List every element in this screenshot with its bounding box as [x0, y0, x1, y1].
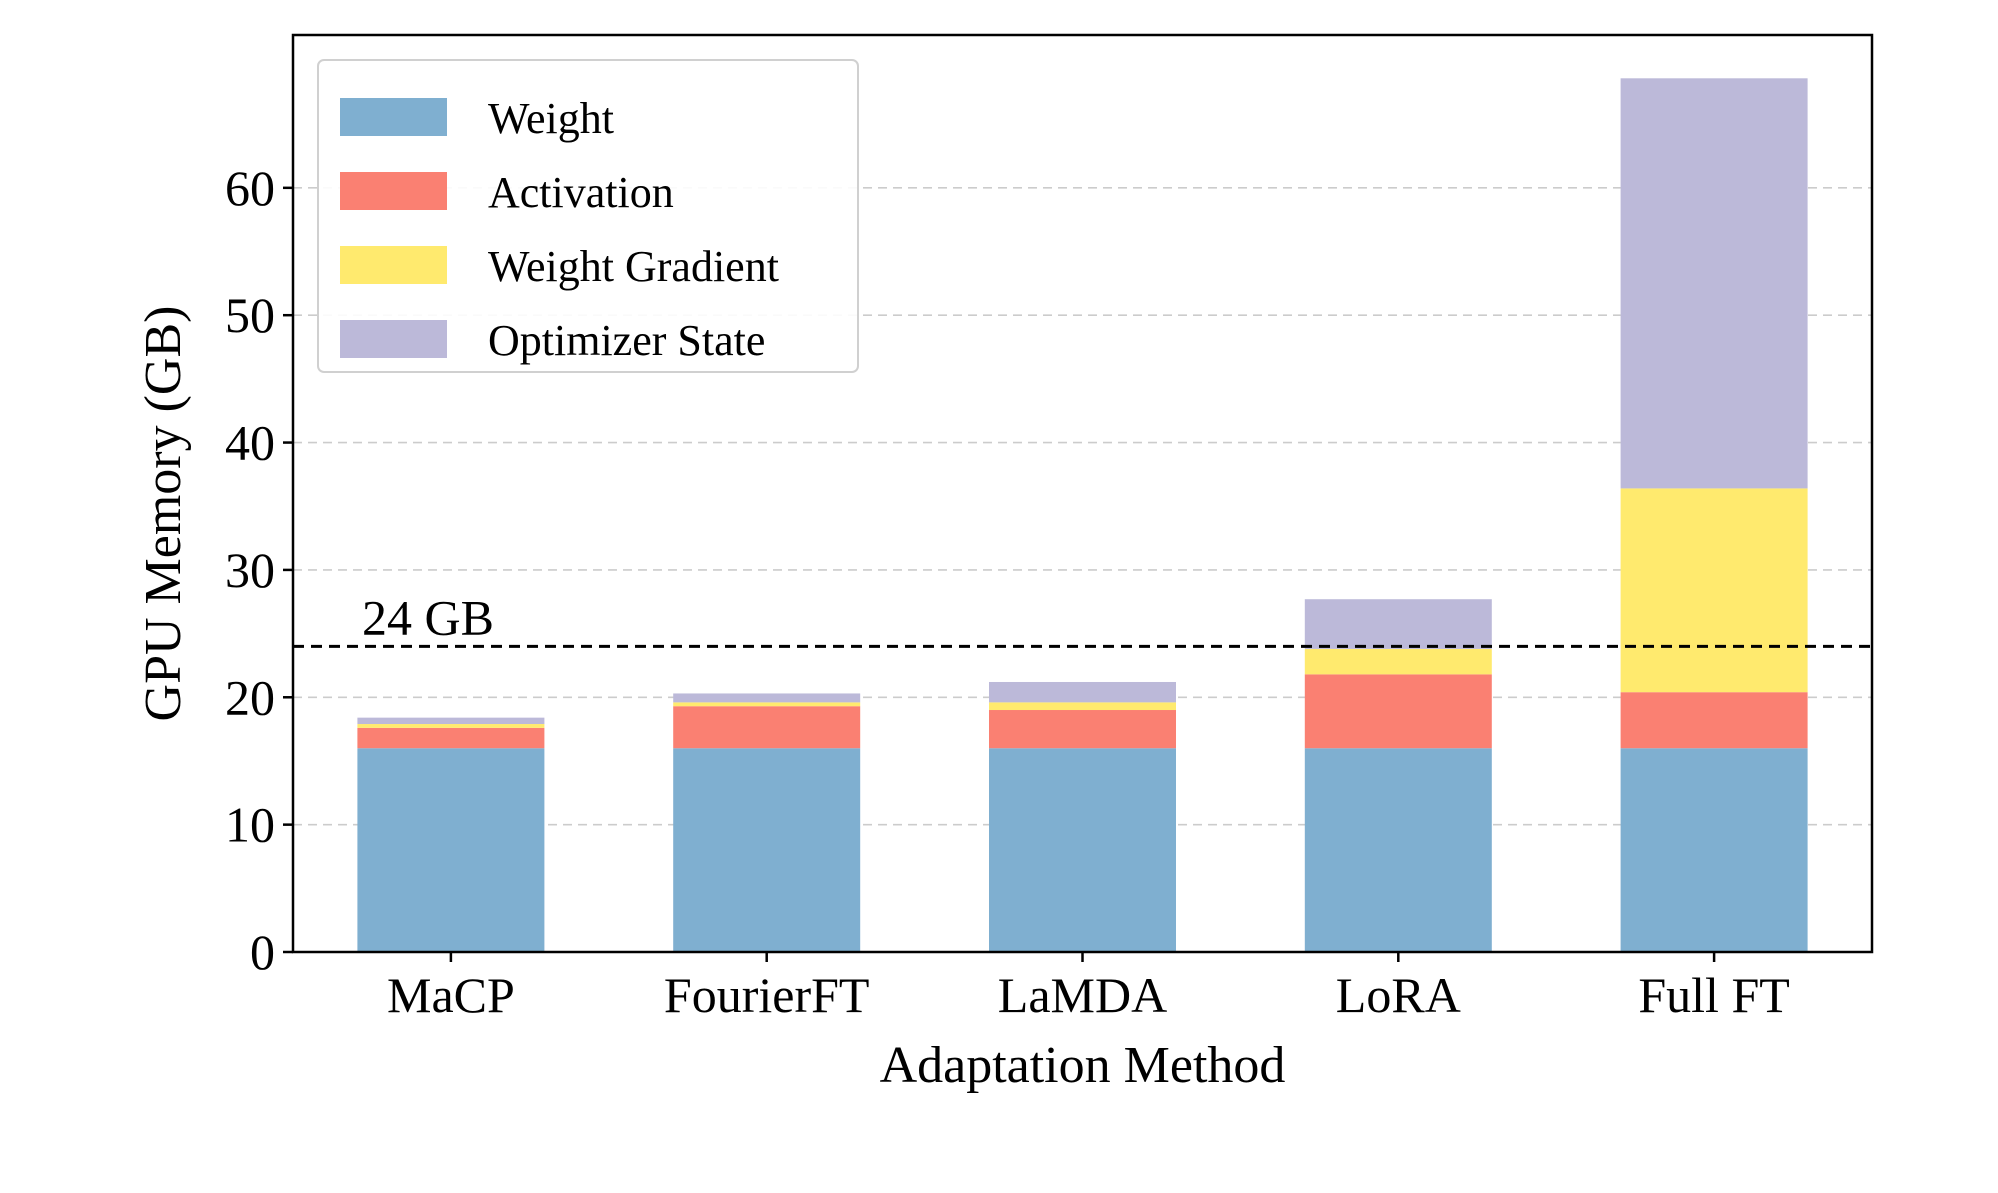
bar-lamda-optimizer-state	[989, 681, 1176, 703]
x-tick-label-lora: LoRA	[1336, 967, 1461, 1023]
bar-full-ft-activation	[1620, 692, 1808, 749]
y-tick-label-20: 20	[225, 669, 275, 725]
bar-full-ft-weight	[1620, 748, 1808, 952]
bar-lora-activation	[1304, 674, 1492, 749]
legend-swatch-weight	[340, 98, 447, 136]
x-tick-label-full-ft: Full FT	[1638, 967, 1789, 1023]
legend-box	[317, 59, 859, 373]
bar-lamda-activation	[989, 710, 1176, 749]
y-axis-title: GPU Memory (GB)	[135, 306, 192, 722]
legend-swatch-optimizer-state	[340, 320, 447, 358]
y-tick-label-40: 40	[225, 415, 275, 471]
legend-label-weight-gradient: Weight Gradient	[488, 242, 779, 291]
x-tick-label-fourierft: FourierFT	[664, 967, 870, 1023]
y-tick-label-0: 0	[250, 924, 275, 980]
bar-macp-weight	[357, 748, 545, 952]
x-tick-label-macp: MaCP	[387, 967, 515, 1023]
bar-full-ft-optimizer-state	[1620, 78, 1808, 489]
axis-layer: 0 10 20 30 40 50 60 MaCP FourierFT LaMDA LoRA Full …	[135, 33, 1874, 1094]
bar-layer	[357, 78, 1808, 952]
bar-lamda-weight	[989, 748, 1176, 952]
bar-fourierft-weight-gradient	[673, 702, 861, 707]
bar-lamda-weight-gradient	[989, 702, 1176, 711]
y-tick-label-30: 30	[225, 542, 275, 598]
legend-label-optimizer-state: Optimizer State	[488, 316, 765, 365]
bar-fourierft-activation	[673, 706, 861, 749]
legend-label-weight: Weight	[488, 94, 614, 143]
y-tick-label-60: 60	[225, 160, 275, 216]
bar-lora-weight-gradient	[1304, 648, 1492, 675]
legend-swatch-weight-gradient	[340, 246, 447, 284]
reference-line-layer: 24 GB	[293, 589, 1872, 648]
bar-macp-activation	[357, 727, 545, 749]
bar-full-ft-weight-gradient	[1620, 488, 1808, 693]
legend-swatch-activation	[340, 172, 447, 210]
legend-label-activation: Activation	[488, 168, 674, 217]
legend: Weight Activation Weight Gradient Optimizer…	[317, 59, 859, 373]
bar-macp-optimizer-state	[357, 717, 545, 725]
bar-lora-optimizer-state	[1304, 599, 1492, 649]
bar-macp-weight-gradient	[357, 724, 545, 728]
bar-fourierft-weight	[673, 748, 861, 952]
x-tick-label-lamda: LaMDA	[998, 967, 1167, 1023]
reference-line-label: 24 GB	[362, 589, 494, 645]
y-tick-label-50: 50	[225, 287, 275, 343]
x-axis-title: Adaptation Method	[880, 1037, 1286, 1094]
bar-fourierft-optimizer-state	[673, 693, 861, 703]
bar-lora-weight	[1304, 748, 1492, 952]
y-tick-label-10: 10	[225, 797, 275, 853]
